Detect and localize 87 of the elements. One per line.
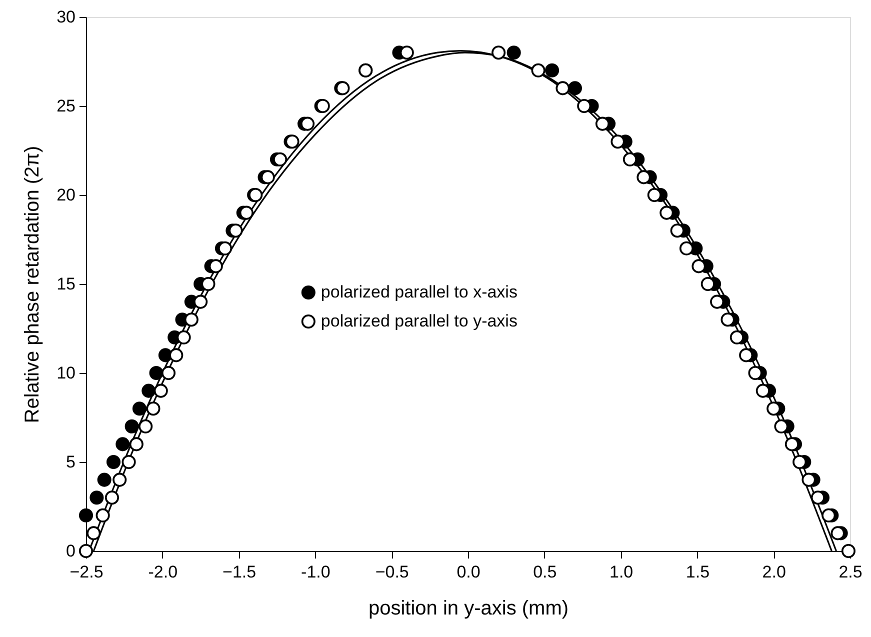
point xyxy=(774,419,788,434)
point xyxy=(169,348,184,362)
point xyxy=(273,152,288,166)
point xyxy=(679,241,694,256)
y-tick-label: 25 xyxy=(56,96,76,116)
point xyxy=(692,259,706,274)
x-tick-label: 1.5 xyxy=(686,562,710,582)
point xyxy=(146,402,160,416)
point xyxy=(96,508,110,522)
x-tick-label: 0.0 xyxy=(456,562,480,582)
point xyxy=(161,366,176,380)
point xyxy=(556,81,570,96)
point xyxy=(400,46,414,60)
x-tick-label: −2.5 xyxy=(70,562,104,582)
point xyxy=(149,366,164,380)
point xyxy=(756,384,770,398)
point xyxy=(228,224,243,238)
x-tick-label: 2.0 xyxy=(762,562,786,582)
point xyxy=(129,437,144,452)
point xyxy=(792,454,807,470)
point xyxy=(610,134,625,149)
x-tick-label: 1.0 xyxy=(609,562,634,582)
point xyxy=(194,294,208,309)
point xyxy=(700,276,715,292)
x-tick-label: -2.0 xyxy=(148,562,178,582)
point xyxy=(766,402,781,416)
point xyxy=(112,472,127,487)
point xyxy=(154,384,168,398)
point xyxy=(78,544,94,558)
legend-label: polarized parallel to y-axis xyxy=(320,312,518,330)
point xyxy=(208,259,223,274)
point xyxy=(830,526,845,540)
point xyxy=(810,490,825,505)
point xyxy=(239,206,254,220)
point xyxy=(568,81,582,96)
point xyxy=(201,276,216,292)
point xyxy=(660,206,674,220)
point xyxy=(218,241,232,256)
point xyxy=(132,402,147,416)
point xyxy=(647,188,662,202)
y-tick-label: 15 xyxy=(56,274,76,294)
point xyxy=(78,508,94,522)
point xyxy=(124,419,139,434)
point xyxy=(300,116,315,131)
point xyxy=(97,472,112,487)
point xyxy=(822,508,836,522)
y-axis-title: Relative phase retardation (2π) xyxy=(22,146,44,424)
legend-label: polarized parallel to x-axis xyxy=(320,282,518,302)
point xyxy=(730,330,744,344)
point xyxy=(784,437,799,452)
point xyxy=(492,46,506,60)
point xyxy=(841,544,856,558)
x-tick-label: 0.5 xyxy=(533,562,557,582)
point xyxy=(595,116,610,131)
point xyxy=(506,46,521,60)
point xyxy=(122,454,136,470)
x-axis-title: position in y-axis (mm) xyxy=(368,598,569,620)
y-tick-label: 20 xyxy=(56,186,76,204)
y-tick-label: 30 xyxy=(56,8,76,26)
point xyxy=(106,454,121,470)
point xyxy=(138,419,153,434)
point xyxy=(622,152,637,166)
point xyxy=(720,312,735,327)
y-tick-label: 10 xyxy=(56,364,76,382)
y-tick-label: 5 xyxy=(66,452,76,472)
point xyxy=(116,437,130,452)
point xyxy=(86,526,101,540)
y-tick-label: 0 xyxy=(66,542,76,560)
point xyxy=(636,170,651,184)
point xyxy=(748,366,762,380)
point xyxy=(531,63,546,78)
x-tick-label: −1.5 xyxy=(222,562,256,582)
point xyxy=(260,170,275,184)
x-tick-label: −0.5 xyxy=(375,562,409,582)
point xyxy=(802,472,816,487)
point xyxy=(184,312,198,327)
point xyxy=(670,224,684,238)
point xyxy=(90,490,104,505)
x-tick-label: -1.0 xyxy=(301,562,330,582)
point xyxy=(710,294,724,309)
point xyxy=(142,384,156,398)
point xyxy=(577,98,592,114)
point xyxy=(739,348,754,362)
point xyxy=(545,63,560,78)
point xyxy=(104,490,119,505)
x-tick-label: 2.5 xyxy=(838,562,862,582)
point xyxy=(176,330,191,344)
